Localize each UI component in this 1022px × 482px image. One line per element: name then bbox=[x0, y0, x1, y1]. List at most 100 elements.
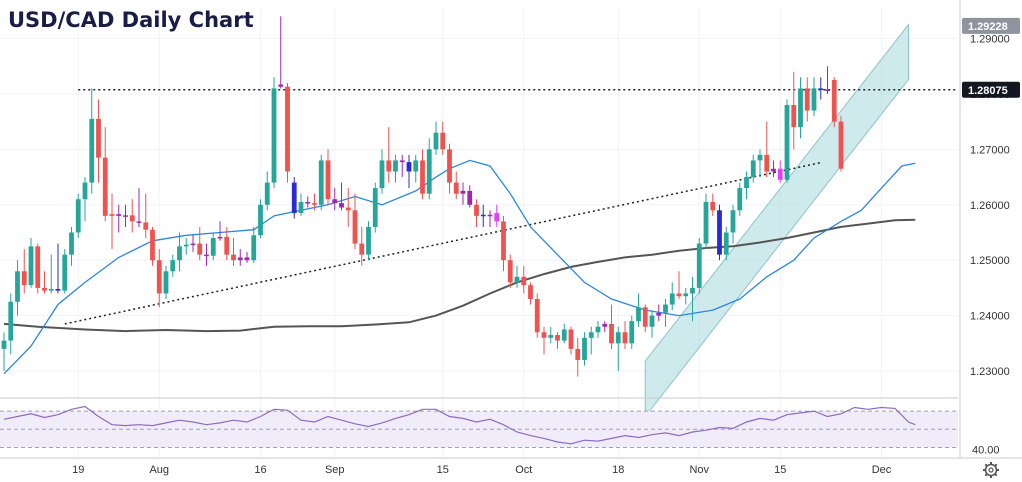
candle-body bbox=[386, 160, 392, 172]
x-tick-label: 15 bbox=[437, 464, 449, 476]
candle-body bbox=[352, 210, 358, 244]
ma-short-line bbox=[3, 159, 916, 375]
price-tag-box bbox=[962, 17, 1020, 34]
candle-body bbox=[663, 304, 668, 313]
candle-body bbox=[683, 293, 689, 297]
candle-body bbox=[609, 323, 614, 344]
candle-body bbox=[170, 260, 176, 272]
candle-body bbox=[467, 190, 473, 205]
candle-body bbox=[818, 88, 824, 90]
candle-body bbox=[136, 221, 142, 223]
candle-body bbox=[75, 199, 81, 233]
ascending-channel bbox=[644, 23, 909, 418]
candle-body bbox=[777, 168, 783, 180]
candle-body bbox=[582, 337, 587, 360]
candle-body bbox=[21, 271, 27, 286]
candle-body bbox=[366, 226, 371, 255]
candle-body bbox=[345, 207, 351, 211]
candle-body bbox=[339, 203, 344, 208]
candle-body bbox=[501, 221, 506, 261]
candle-body bbox=[798, 88, 803, 128]
candle-body bbox=[163, 271, 169, 294]
price-tag-box bbox=[962, 81, 1020, 98]
candle-body bbox=[555, 335, 560, 341]
candle-body bbox=[447, 149, 452, 183]
candle-body bbox=[568, 329, 574, 349]
x-tick-label: 19 bbox=[72, 464, 84, 476]
candle-body bbox=[8, 301, 14, 341]
candle-body bbox=[69, 232, 74, 255]
x-tick-label: Aug bbox=[149, 464, 169, 476]
candle-body bbox=[717, 210, 722, 255]
candle-body bbox=[723, 232, 729, 255]
candle-body bbox=[177, 246, 182, 261]
trendline-layer bbox=[64, 89, 958, 325]
candle-body bbox=[514, 276, 520, 283]
candle-body bbox=[656, 312, 662, 316]
candle-body bbox=[231, 254, 236, 261]
candle-body bbox=[595, 326, 601, 333]
candle-body bbox=[244, 257, 250, 261]
candle-body bbox=[271, 88, 277, 183]
candle-body bbox=[669, 293, 675, 305]
candle-body bbox=[521, 276, 527, 286]
candle-body bbox=[116, 214, 122, 216]
y-tick-label: 1.26000 bbox=[970, 200, 1010, 212]
candle-body bbox=[838, 121, 844, 169]
candle-body bbox=[771, 168, 776, 172]
x-tick-label: 18 bbox=[612, 464, 624, 476]
x-tick-label: Sep bbox=[325, 464, 345, 476]
candle-body bbox=[690, 287, 695, 294]
candle-body bbox=[561, 329, 567, 341]
candle-body bbox=[379, 160, 385, 189]
candle-body bbox=[332, 199, 338, 204]
rsi-axis-label: 40.00 bbox=[972, 444, 1000, 456]
chart-title: USD/CAD Daily Chart bbox=[8, 8, 254, 32]
candle-body bbox=[28, 246, 34, 286]
candle-body bbox=[312, 203, 317, 205]
candle-body bbox=[480, 214, 486, 217]
candle-body bbox=[143, 222, 149, 230]
gear-icon[interactable] bbox=[983, 462, 999, 478]
candle-body bbox=[433, 132, 439, 150]
candle-body bbox=[764, 154, 770, 172]
candle-body bbox=[89, 118, 95, 183]
y-tick-label: 1.24000 bbox=[970, 311, 1010, 323]
candle-body bbox=[82, 182, 88, 200]
candle-body bbox=[575, 348, 581, 360]
candle-body bbox=[615, 332, 621, 344]
candle-body bbox=[460, 190, 466, 194]
candle-body bbox=[251, 235, 257, 261]
candle-body bbox=[744, 177, 749, 189]
candle-body bbox=[305, 202, 311, 204]
candle-body bbox=[541, 332, 547, 338]
candle-body bbox=[737, 188, 743, 211]
candle-body bbox=[420, 160, 425, 194]
x-tick-label: Oct bbox=[515, 464, 532, 476]
candle-body bbox=[440, 132, 446, 150]
candle-body bbox=[217, 236, 223, 239]
candle-body bbox=[399, 160, 405, 163]
channel-layer bbox=[644, 23, 909, 418]
y-tick-label: 1.29000 bbox=[970, 33, 1010, 45]
candle-body bbox=[123, 215, 128, 217]
candle-body bbox=[204, 254, 209, 257]
candle-body bbox=[42, 287, 47, 291]
candle-body bbox=[528, 285, 533, 299]
price-tag-label: 1.29228 bbox=[968, 21, 1008, 33]
candle-body bbox=[264, 182, 270, 205]
candle-body bbox=[730, 210, 736, 233]
candle-body bbox=[548, 335, 554, 338]
candle-body bbox=[534, 299, 540, 333]
y-tick-label: 1.25000 bbox=[970, 255, 1010, 267]
candle-body bbox=[35, 246, 41, 288]
candle-body bbox=[224, 236, 230, 255]
price-tag-label: 1.28075 bbox=[968, 85, 1008, 97]
candle-body bbox=[291, 182, 297, 214]
candle-body bbox=[791, 105, 797, 128]
candle-body bbox=[197, 243, 203, 255]
y-tick-label: 1.23000 bbox=[970, 366, 1010, 378]
candle-body bbox=[150, 229, 155, 261]
candle-body bbox=[393, 160, 398, 172]
